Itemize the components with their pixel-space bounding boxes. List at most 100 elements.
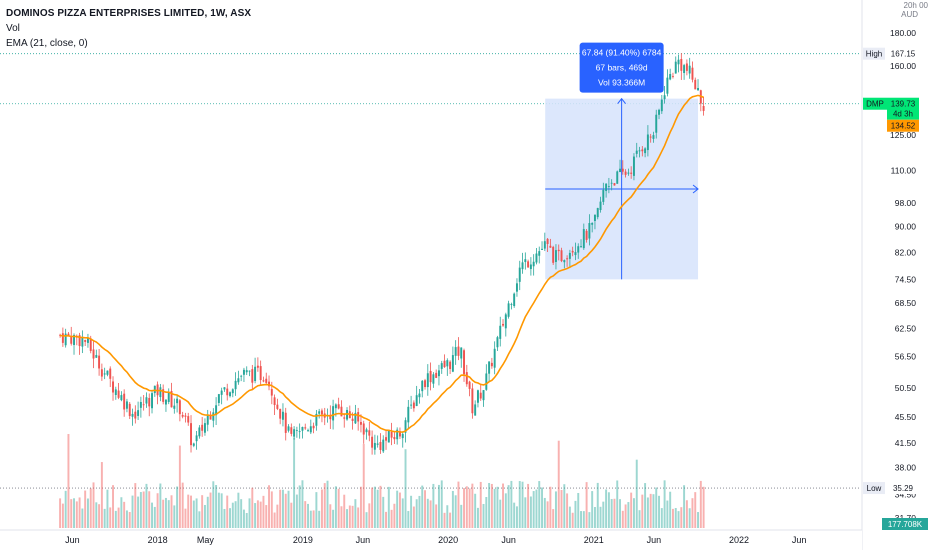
volume-bar [343,494,346,528]
candle-body [624,171,627,175]
price-tick-label: 45.50 [895,412,917,422]
candle-body [607,186,610,187]
volume-bar [412,506,415,528]
candle-body [315,413,318,426]
volume-bar [137,496,140,528]
volume-bar [655,487,658,528]
candle-body [229,392,231,397]
candle-body [396,429,399,440]
volume-bar [624,504,627,528]
candle-body [212,412,215,421]
candle-body [605,183,608,191]
candle-body [387,430,390,443]
candle-body [401,433,404,439]
candle-body [137,410,140,416]
candle-body [638,150,641,152]
candle-body [691,67,694,80]
candle-body [329,414,332,420]
candle-body [259,366,262,381]
candle-body [273,397,276,406]
time-axis[interactable]: Jun 2018 May 2019 Jun 2020 Jun 2021 Jun 2022 Jun [0,529,862,550]
candle-body [688,65,691,74]
volume-bar [109,507,112,528]
candle-body [652,135,655,139]
volume-bar [231,502,234,528]
measure-layer: 67.84 (91.40%) 6784 67 bars, 469d Vol 93.3… [545,42,699,280]
candle-body [284,412,287,433]
candle-body [524,259,527,263]
candle-body [482,390,485,401]
candle-body [571,250,574,253]
candle-body [630,172,633,174]
volume-bar [463,488,466,528]
volume-bar [304,501,307,528]
candle-body [449,361,452,370]
candle-body [234,380,237,390]
volume-bar [332,509,335,528]
candle-body [120,395,123,401]
volume-bar [685,500,688,528]
indicator-volume-label[interactable]: Vol [6,23,20,34]
candle-body [167,392,170,402]
volume-bar [373,486,376,528]
volume-bar [382,496,385,528]
volume-bar [209,492,212,528]
volume-bar [245,512,248,528]
candle-body [276,404,279,409]
volume-bar [468,488,471,528]
volume-bar [510,480,513,528]
candle-body [245,370,248,373]
measure-arrow-right [692,184,699,194]
candle-body [463,350,466,375]
volume-bar [515,506,518,528]
candle-body [566,258,569,260]
candle-body [379,441,382,450]
volume-bar [688,508,691,528]
volume-bar [284,493,287,528]
last-price-bg [887,97,919,120]
volume-bar [240,499,243,528]
candle-body [309,426,312,433]
volume-bar [490,483,493,528]
ema-value: 134.52 [891,122,916,131]
volume-bar [265,505,268,528]
volume-bar [549,486,552,528]
candle-body [680,58,683,71]
candle-body [134,411,137,419]
volume-bar [404,449,407,528]
candle-body [131,413,134,417]
low-marker-label-bg [863,482,885,495]
candle-body [64,333,67,346]
volume-bar [621,510,624,528]
candle-body [268,381,270,387]
volume-bar [485,497,488,528]
candle-body [373,442,376,450]
candle-body [669,74,672,80]
candle-body [142,404,145,406]
candle-body [563,260,566,263]
candle-body [365,429,368,433]
candle-body [393,436,396,440]
candle-body [148,397,151,407]
candle-body [279,408,282,419]
indicator-ema-label[interactable]: EMA (21, close, 0) [6,38,88,49]
volume-bar [184,508,187,528]
volume-bar [131,495,134,528]
volume-bar [518,481,521,528]
candle-body [658,109,661,115]
candle-body [513,293,516,307]
candle-body [549,245,552,248]
symbol-title[interactable]: DOMINOS PIZZA ENTERPRISES LIMITED, 1W, A… [6,8,252,19]
volume-bar [357,507,360,528]
candle-body [145,397,148,404]
candle-body [599,201,602,211]
candle-body [265,378,268,383]
volume-bar [387,486,390,528]
volume-bar [298,485,301,528]
candle-body [190,423,192,446]
volume-bar [401,498,404,528]
last-symbol-bg [863,97,887,110]
volume-bar [666,500,669,528]
high-marker-label: High [866,50,882,59]
